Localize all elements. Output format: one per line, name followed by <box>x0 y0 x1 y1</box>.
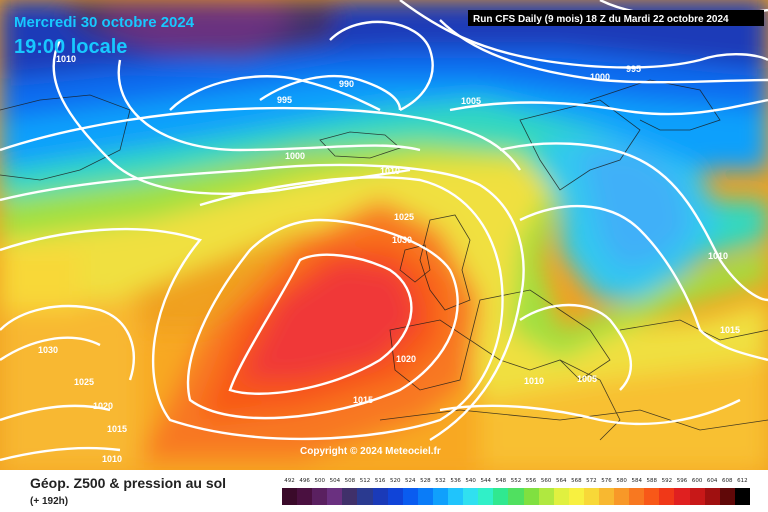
legend-label: 524 <box>405 478 416 484</box>
legend-swatch <box>312 488 328 505</box>
forecast-local-time: 19:00 locale <box>14 36 127 58</box>
legend-swatch <box>417 488 433 505</box>
legend-swatch <box>629 488 645 505</box>
isobar-label: 990 <box>339 79 354 89</box>
legend-swatch <box>659 488 675 505</box>
legend-label: 496 <box>299 478 310 484</box>
geopotential-field <box>0 0 768 470</box>
legend-label: 540 <box>465 478 476 484</box>
legend-swatch <box>342 488 358 505</box>
legend-label: 536 <box>450 478 461 484</box>
forecast-offset: (+ 192h) <box>30 496 69 507</box>
legend-swatch <box>689 488 705 505</box>
legend-swatch <box>583 488 599 505</box>
legend-swatch <box>674 488 690 505</box>
isobar-label: 1025 <box>74 377 94 387</box>
legend-label: 608 <box>722 478 733 484</box>
isobar-label: 1015 <box>720 325 740 335</box>
legend-label: 588 <box>646 478 658 484</box>
legend-label: 508 <box>344 478 356 484</box>
legend-label: 572 <box>586 478 597 484</box>
legend-swatch <box>704 488 720 505</box>
isobar-label: 1030 <box>38 345 58 355</box>
legend-label: 516 <box>374 478 386 484</box>
isobar-label: 1010 <box>524 376 544 386</box>
legend-label: 500 <box>314 478 325 484</box>
isobar-label: 1010 <box>102 454 122 464</box>
legend-swatch <box>538 488 554 505</box>
isobar-label: 995 <box>626 64 641 74</box>
legend-labels: 492 496 500 504 508 512 516 520 524 528 532 536 540 5… <box>282 478 750 487</box>
legend-swatch <box>402 488 418 505</box>
copyright: Copyright © 2024 Meteociel.fr <box>300 446 441 457</box>
isobar-label: 1015 <box>353 395 373 405</box>
legend-label: 532 <box>435 478 446 484</box>
run-info: Run CFS Daily (9 mois) 18 Z du Mardi 22 … <box>473 14 729 25</box>
legend-swatch <box>357 488 373 505</box>
legend-swatch <box>432 488 449 505</box>
legend-label: 544 <box>480 478 492 484</box>
isobar-label: 1030 <box>392 235 412 245</box>
legend-swatch <box>282 488 298 505</box>
legend-label: 560 <box>540 478 552 484</box>
legend-swatch <box>327 488 343 505</box>
legend-label: 528 <box>420 478 431 484</box>
isobar-label: 1010 <box>56 54 76 64</box>
chart-title: Géop. Z500 & pression au sol <box>30 475 227 491</box>
legend-swatch <box>372 488 388 505</box>
isobars <box>0 0 768 462</box>
legend-swatch <box>387 488 403 505</box>
legend-swatch <box>614 488 630 505</box>
legend-swatch <box>568 488 584 505</box>
legend-label: 596 <box>676 478 688 484</box>
isobar-label: 1010 <box>380 166 400 176</box>
legend-label: 556 <box>525 478 537 484</box>
legend-swatch <box>448 488 464 505</box>
legend-label: 512 <box>359 478 371 484</box>
legend-swatch <box>493 488 509 505</box>
run-info-box <box>468 10 764 26</box>
footer: Géop. Z500 & pression au sol (+ 192h) 49… <box>0 470 768 512</box>
legend-bar <box>282 488 750 505</box>
legend-label: 592 <box>661 478 673 484</box>
legend-label: 548 <box>495 478 507 484</box>
legend-label: 492 <box>284 478 295 484</box>
legend-swatch <box>644 488 660 505</box>
color-legend: 492 496 500 504 508 512 516 520 524 528 532 536 540 5… <box>282 478 750 505</box>
forecast-date: Mercredi 30 octobre 2024 <box>14 14 195 31</box>
legend-label: 584 <box>631 478 642 484</box>
legend-label: 600 <box>691 478 703 484</box>
legend-swatch <box>598 488 615 505</box>
isobar-label: 1020 <box>93 401 113 411</box>
legend-label: 552 <box>510 478 522 484</box>
legend-swatch <box>553 488 569 505</box>
isobar-labels: 1010 995 990 1000 1010 1025 1030 1005 10… <box>38 54 740 464</box>
legend-label: 576 <box>601 478 612 484</box>
legend-label: 568 <box>571 478 582 484</box>
legend-swatch <box>478 488 494 505</box>
legend-swatch <box>508 488 524 505</box>
legend-swatch <box>463 488 479 505</box>
legend-label: 604 <box>706 478 718 484</box>
isobar-label: 1025 <box>394 212 414 222</box>
legend-label: 564 <box>555 478 567 484</box>
isobar-label: 1005 <box>461 96 481 106</box>
weather-map: 1010 995 990 1000 1010 1025 1030 1005 10… <box>0 0 768 470</box>
legend-label: 520 <box>389 478 401 484</box>
legend-swatch <box>734 488 750 505</box>
legend-label: 580 <box>616 478 627 484</box>
isobar-label: 1000 <box>285 151 305 161</box>
legend-label: 504 <box>329 478 341 484</box>
isobar-label: 1010 <box>708 251 728 261</box>
isobar-label: 1020 <box>396 354 416 364</box>
isobar-label: 1015 <box>107 424 127 434</box>
legend-swatch <box>297 488 313 505</box>
coastlines <box>0 79 768 441</box>
isobar-label: 995 <box>277 95 292 105</box>
isobar-label: 1000 <box>590 72 610 82</box>
legend-swatch <box>719 488 735 505</box>
isobar-label: 1005 <box>577 374 597 384</box>
legend-swatch <box>523 488 539 505</box>
legend-label: 612 <box>737 478 748 484</box>
